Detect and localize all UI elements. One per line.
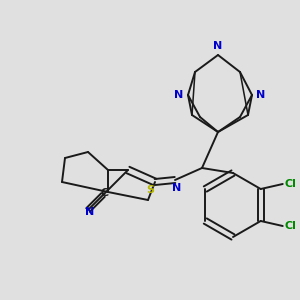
Text: C: C [101,188,109,198]
Text: Cl: Cl [285,179,297,189]
Text: S: S [146,185,154,195]
Text: N: N [213,41,223,51]
Text: N: N [256,90,266,100]
Text: Cl: Cl [285,221,297,231]
Text: N: N [85,207,94,217]
Text: N: N [172,183,182,193]
Text: N: N [174,90,184,100]
